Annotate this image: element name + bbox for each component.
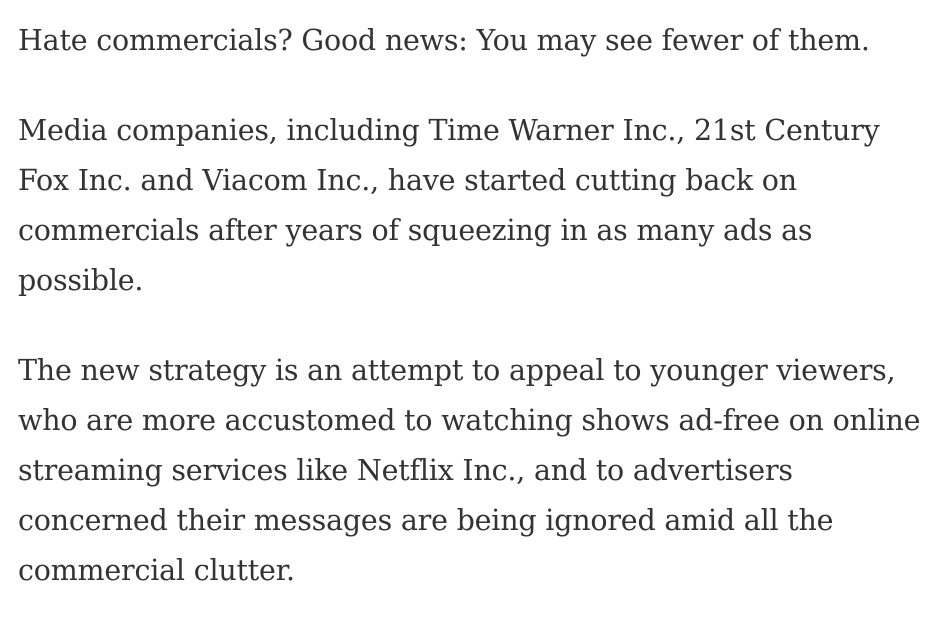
article-paragraph-new-strategy: The new strategy is an attempt to appeal… xyxy=(18,354,921,587)
article-body: Hate commercials? Good news: You may see… xyxy=(18,16,928,596)
article-paragraph-media-companies: Media companies, including Time Warner I… xyxy=(18,114,880,297)
article-paragraph-intro: Hate commercials? Good news: You may see… xyxy=(18,24,870,57)
